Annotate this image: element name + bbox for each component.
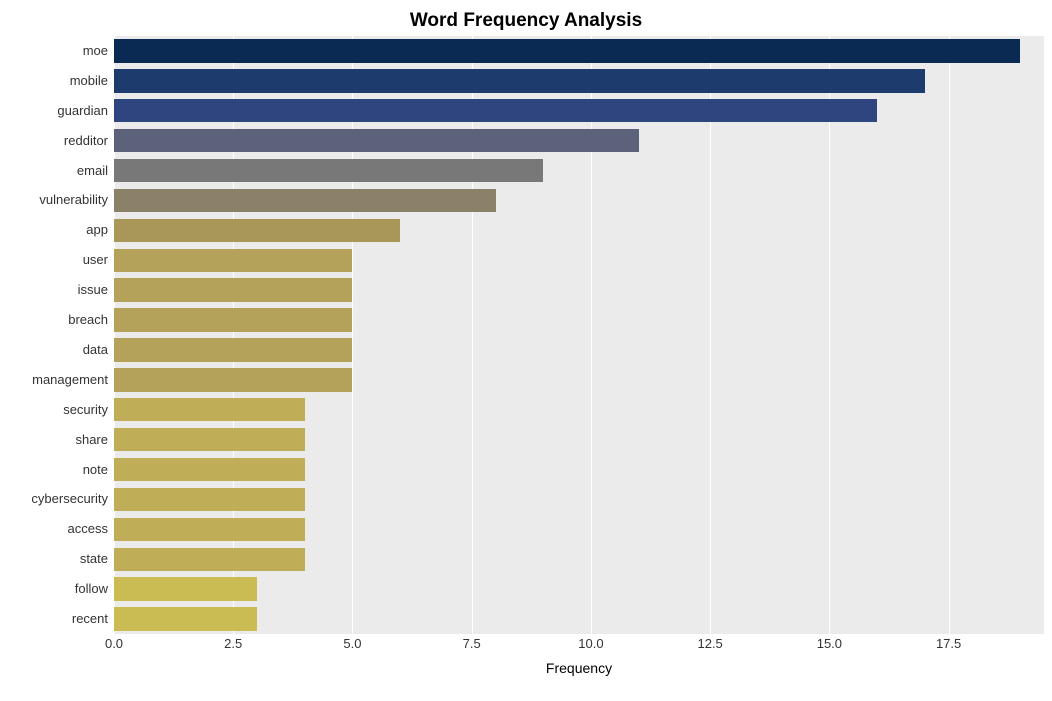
bar [114, 219, 400, 242]
bar [114, 189, 496, 212]
bar-row [114, 577, 257, 600]
word-frequency-chart: Word Frequency Analysis Frequency moe mob… [0, 0, 1052, 701]
bar-row [114, 607, 257, 630]
gridline-major [233, 36, 234, 634]
bar [114, 99, 877, 122]
bar-row [114, 99, 877, 122]
plot-area [114, 36, 1044, 634]
bar [114, 39, 1020, 62]
bar [114, 308, 352, 331]
gridline-major [949, 36, 950, 634]
bar [114, 69, 925, 92]
y-tick-label: security [0, 399, 108, 421]
bar [114, 458, 305, 481]
bar [114, 577, 257, 600]
x-axis-label: Frequency [114, 660, 1044, 676]
bar [114, 488, 305, 511]
bar-row [114, 129, 639, 152]
y-tick-label: share [0, 429, 108, 451]
bar-row [114, 548, 305, 571]
x-tick-label: 7.5 [463, 636, 481, 651]
bar-row [114, 458, 305, 481]
x-tick-label: 12.5 [697, 636, 722, 651]
x-tick-label: 0.0 [105, 636, 123, 651]
y-tick-label: breach [0, 309, 108, 331]
bar [114, 278, 352, 301]
gridline-major [352, 36, 353, 634]
bar [114, 338, 352, 361]
bar-row [114, 159, 543, 182]
y-tick-label: follow [0, 578, 108, 600]
x-tick-label: 10.0 [578, 636, 603, 651]
y-tick-label: data [0, 339, 108, 361]
bar-row [114, 368, 352, 391]
gridline-major [710, 36, 711, 634]
y-tick-label: user [0, 249, 108, 271]
bar [114, 368, 352, 391]
y-tick-label: redditor [0, 130, 108, 152]
bar-row [114, 488, 305, 511]
y-tick-label: access [0, 518, 108, 540]
bar [114, 607, 257, 630]
y-tick-label: vulnerability [0, 189, 108, 211]
bar-row [114, 518, 305, 541]
y-tick-label: management [0, 369, 108, 391]
y-tick-label: recent [0, 608, 108, 630]
bar [114, 548, 305, 571]
y-tick-label: moe [0, 40, 108, 62]
bar [114, 398, 305, 421]
bar-row [114, 69, 925, 92]
bar-row [114, 219, 400, 242]
bar [114, 428, 305, 451]
gridline-major [591, 36, 592, 634]
y-tick-label: mobile [0, 70, 108, 92]
y-tick-label: issue [0, 279, 108, 301]
bar-row [114, 428, 305, 451]
bar-row [114, 398, 305, 421]
bar-row [114, 308, 352, 331]
y-tick-label: note [0, 459, 108, 481]
gridline-major [114, 36, 115, 634]
y-tick-label: guardian [0, 100, 108, 122]
gridline-major [829, 36, 830, 634]
bar-row [114, 278, 352, 301]
bar [114, 518, 305, 541]
bar [114, 159, 543, 182]
bar [114, 249, 352, 272]
bar-row [114, 249, 352, 272]
y-tick-label: cybersecurity [0, 488, 108, 510]
chart-title: Word Frequency Analysis [0, 10, 1052, 32]
x-tick-label: 17.5 [936, 636, 961, 651]
x-tick-label: 15.0 [817, 636, 842, 651]
y-tick-label: app [0, 219, 108, 241]
gridline-major [472, 36, 473, 634]
bar-row [114, 338, 352, 361]
x-tick-label: 5.0 [343, 636, 361, 651]
y-tick-label: state [0, 548, 108, 570]
bar-row [114, 189, 496, 212]
bar [114, 129, 639, 152]
bar-row [114, 39, 1020, 62]
x-tick-label: 2.5 [224, 636, 242, 651]
y-tick-label: email [0, 160, 108, 182]
